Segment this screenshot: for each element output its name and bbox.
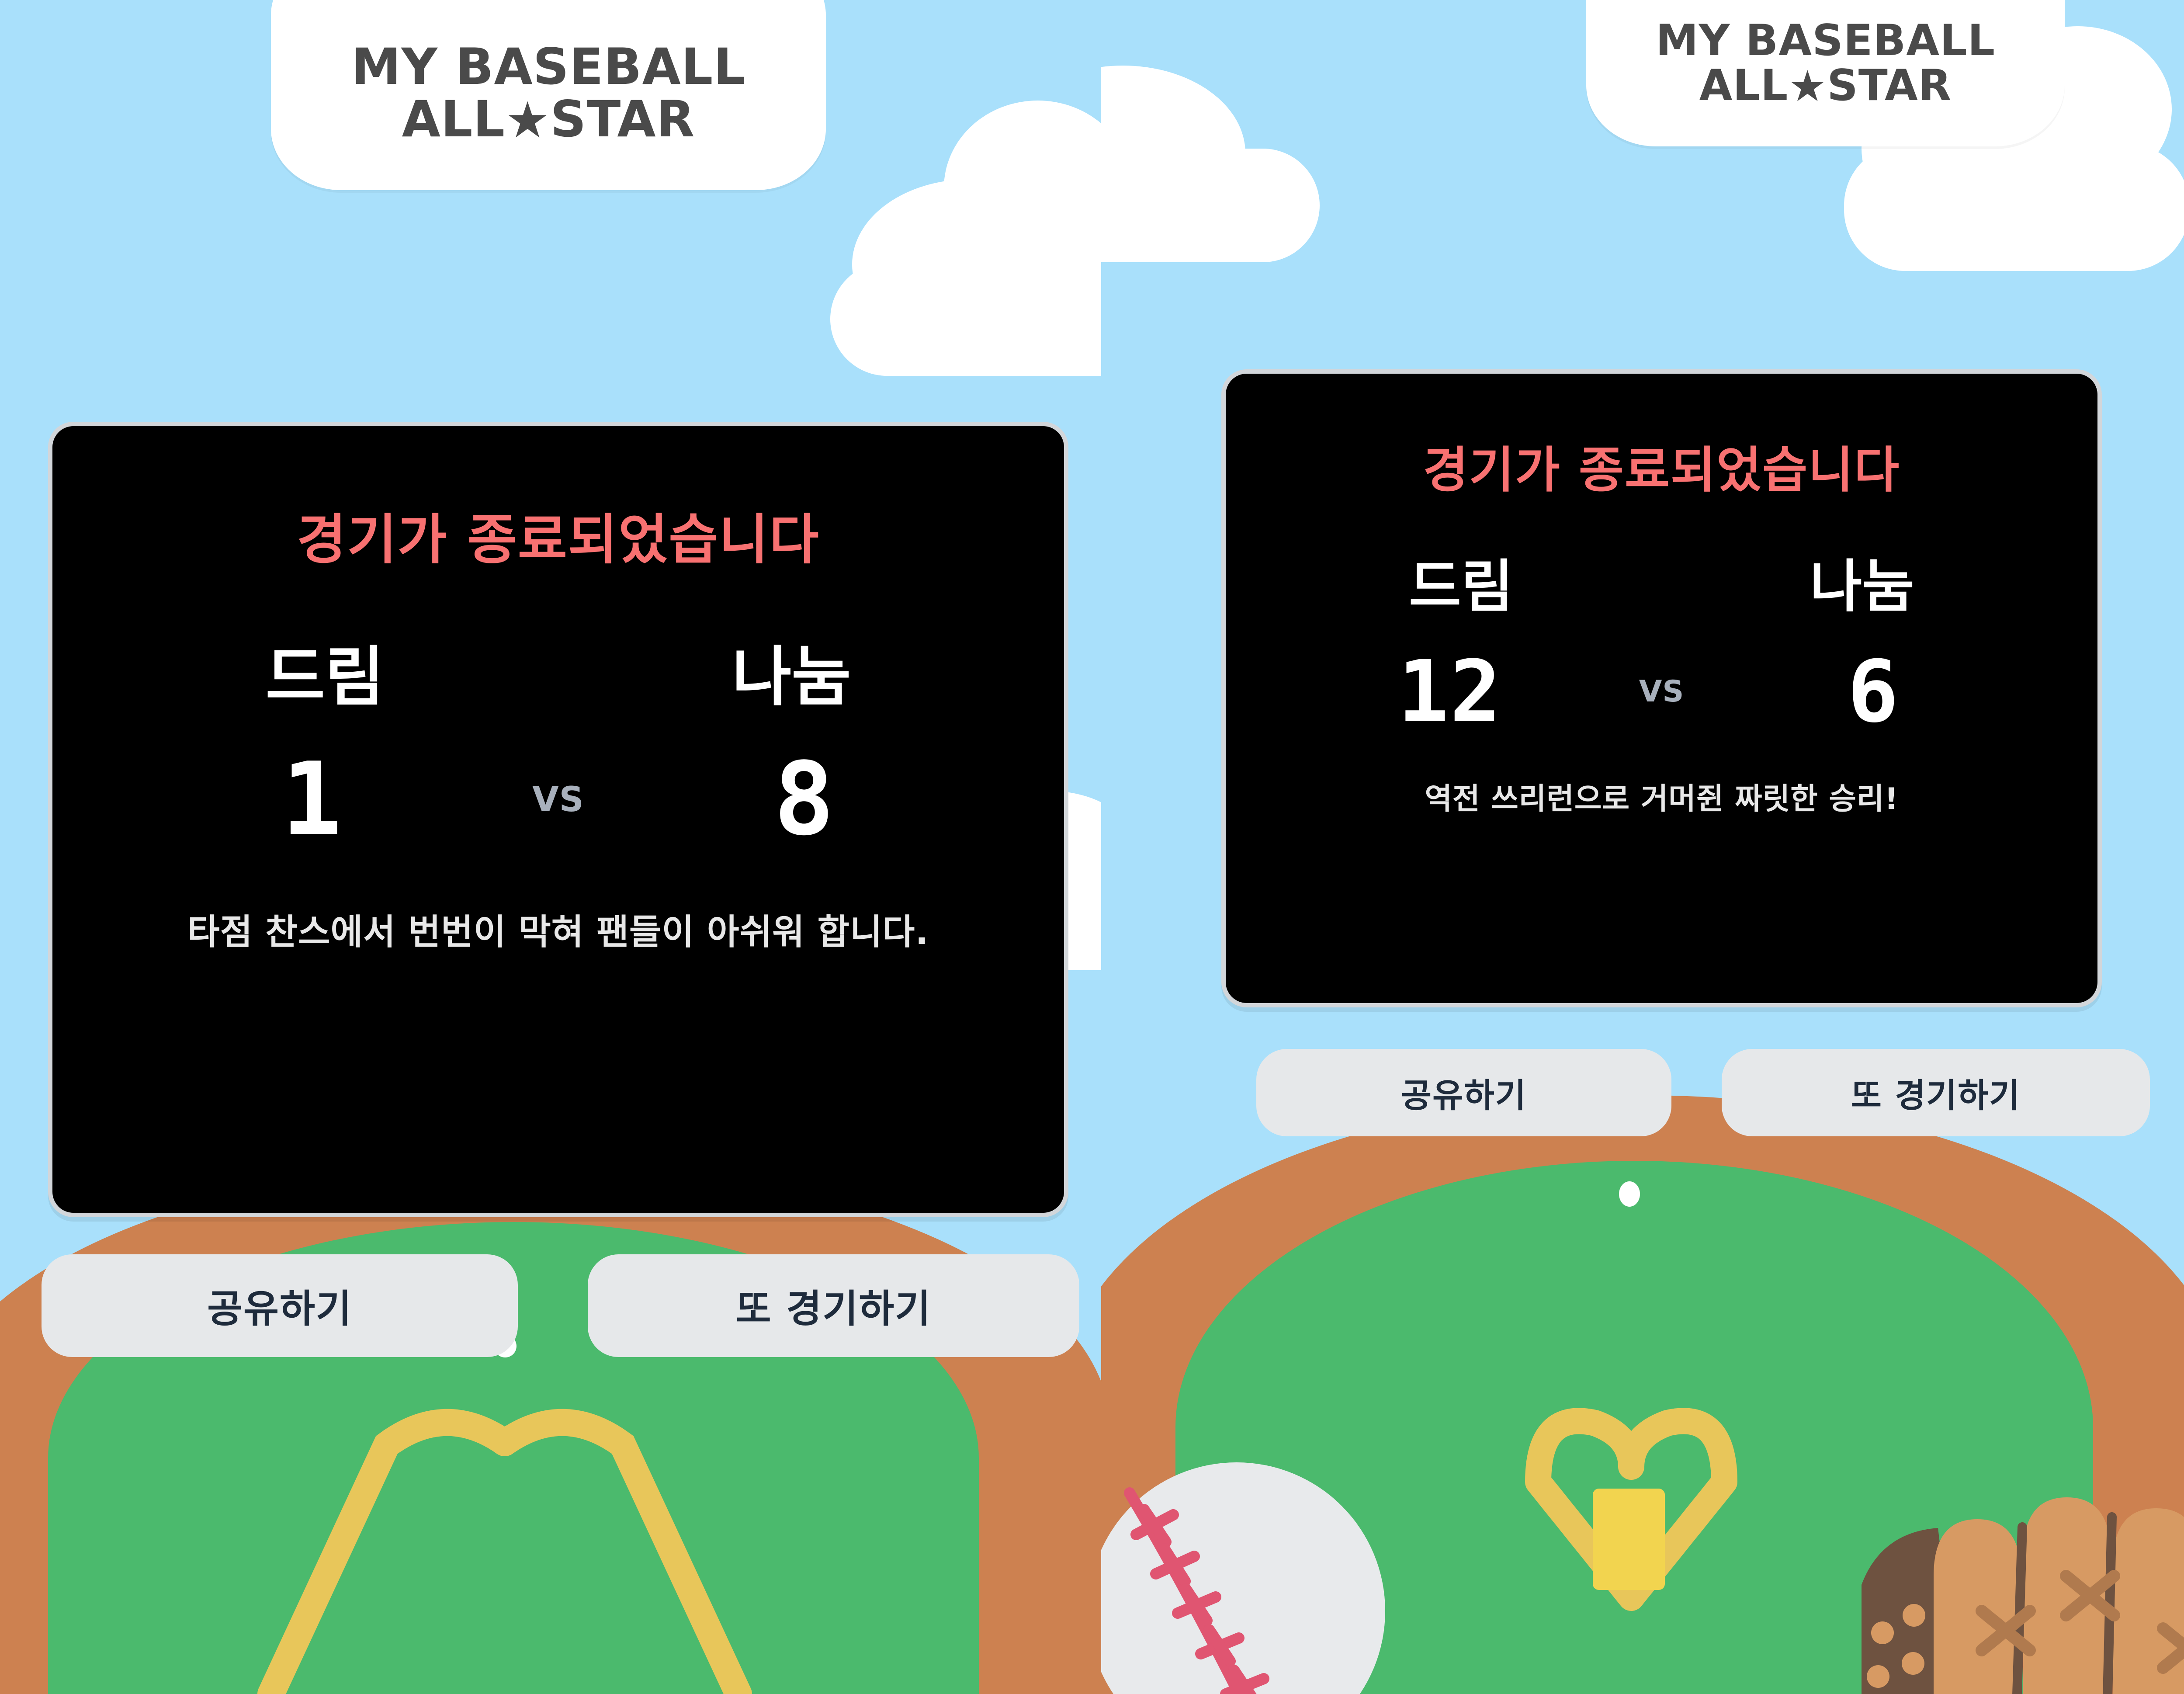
logo-all-text: ALL: [402, 90, 506, 148]
share-button[interactable]: 공유하기: [1256, 1049, 1671, 1136]
result-description: 타점 찬스에서 번번이 막혀 팬들이 아쉬워 합니다.: [187, 912, 929, 952]
away-team-score: 8: [773, 741, 835, 858]
logo-line-2: ALL★STAR: [402, 93, 695, 146]
home-team-name: 드림: [1409, 553, 1514, 620]
logo-line-1: MY BASEBALL: [351, 37, 746, 96]
scoreboard-card: 경기가 종료되었습니다 드림 나눔 1 VS 8 타점 찬스에서 번번이 막혀 …: [48, 422, 1068, 1217]
vs-label: VS: [532, 780, 584, 819]
star-icon: ★: [1788, 62, 1827, 111]
cloud-icon: [1844, 144, 2184, 271]
star-icon: ★: [505, 90, 551, 149]
base-path-lines: [1525, 1408, 1737, 1611]
logo-line-2: ALL★STAR: [1699, 61, 1952, 111]
away-team-score: 6: [1847, 642, 1900, 741]
play-again-button[interactable]: 또 경기하기: [588, 1254, 1079, 1357]
game-result-panel-right: MY BASEBALL ALL★STAR 경기가 종료되었습니다 드림 나눔 1…: [1101, 0, 2184, 1694]
play-again-button[interactable]: 또 경기하기: [1722, 1049, 2150, 1136]
home-team-name: 드림: [265, 639, 385, 715]
scoreboard-card: 경기가 종료되었습니다 드림 나눔 12 VS 6 역전 쓰리런으로 거머쥔 짜…: [1221, 369, 2102, 1007]
score-row: 1 VS 8: [92, 750, 1025, 850]
logo-line-1: MY BASEBALL: [1655, 16, 1996, 66]
logo-star-text: STAR: [1827, 61, 1952, 111]
game-status-title: 경기가 종료되었습니다: [297, 509, 820, 571]
pitchers-mound: [1619, 1181, 1640, 1207]
team-names-row: 드림 나눔: [1261, 541, 2063, 623]
logo-all-text: ALL: [1699, 61, 1789, 111]
baseball-decoration: [1101, 1462, 1385, 1694]
game-result-panel-left: MY BASEBALL ALL★STAR 경기가 종료되었습니다 드림 나눔 1…: [0, 0, 1101, 1694]
away-team-name: 나눔: [732, 639, 851, 715]
app-logo: MY BASEBALL ALL★STAR: [1586, 0, 2065, 146]
vs-label: VS: [1639, 674, 1685, 709]
baseball-glove-decoration: [1862, 1445, 2184, 1694]
baseball-stitching-icon: [1124, 1487, 1269, 1694]
cloud-icon: [1101, 149, 1320, 262]
game-status-title: 경기가 종료되었습니다: [1423, 442, 1900, 499]
base-path-lines: [257, 1409, 752, 1694]
team-names-row: 드림 나눔: [92, 624, 1025, 718]
score-row: 12 VS 6: [1261, 649, 2063, 734]
away-team-name: 나눔: [1810, 553, 1914, 620]
app-logo: MY BASEBALL ALL★STAR: [271, 0, 826, 190]
home-team-score: 12: [1397, 642, 1502, 741]
cloud-icon: [830, 262, 1101, 376]
share-button[interactable]: 공유하기: [42, 1254, 518, 1357]
home-plate: [1593, 1489, 1665, 1590]
home-team-score: 1: [281, 741, 343, 858]
glove-icon: [1862, 1497, 2184, 1694]
result-description: 역전 쓰리런으로 거머쥔 짜릿한 승리!: [1425, 782, 1899, 816]
logo-star-text: STAR: [550, 90, 695, 148]
